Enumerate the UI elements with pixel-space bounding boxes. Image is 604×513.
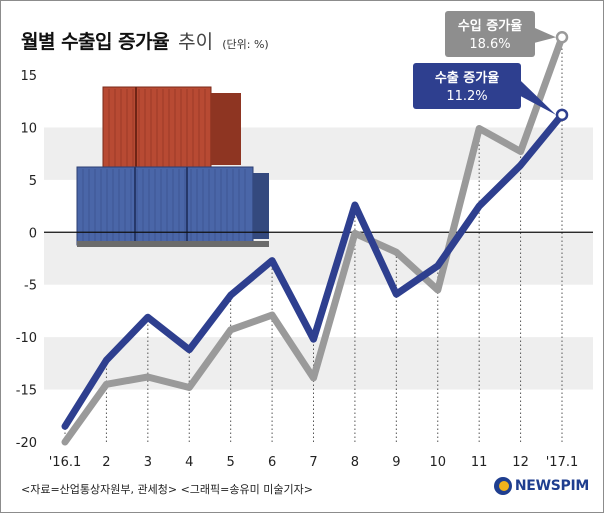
x-tick-label: 2 bbox=[102, 455, 110, 470]
end-point-export bbox=[555, 108, 569, 122]
title-sub: 추이 bbox=[178, 31, 214, 53]
title-unit: (단위: %) bbox=[222, 38, 269, 51]
y-tick-label: 10 bbox=[20, 121, 37, 136]
title-main: 월별 수출입 증가율 bbox=[21, 31, 170, 53]
x-tick-label: 11 bbox=[471, 455, 488, 470]
callout-box bbox=[445, 11, 535, 57]
brand-logo: NEWSPIM bbox=[493, 477, 589, 495]
y-tick-label: -20 bbox=[16, 436, 37, 451]
callout-value: 11.2% bbox=[446, 89, 487, 104]
x-tick-label: 4 bbox=[185, 455, 193, 470]
x-tick-label: 3 bbox=[144, 455, 152, 470]
shipping-container-illustration bbox=[76, 86, 269, 247]
callout-value: 18.6% bbox=[469, 37, 510, 52]
callout-pointer bbox=[519, 79, 556, 115]
source-note: <자료=산업통상자원부, 관세청> <그래픽=송유미 미술기자> bbox=[21, 483, 313, 496]
y-tick-label: -10 bbox=[16, 331, 37, 346]
y-tick-label: -15 bbox=[16, 384, 37, 399]
x-tick-label: 9 bbox=[392, 455, 400, 470]
newspim-logo-icon bbox=[493, 477, 512, 495]
callout-label: 수출 증가율 bbox=[435, 70, 499, 86]
x-tick-label: '16.1 bbox=[49, 455, 82, 470]
y-tick-label: -5 bbox=[24, 279, 37, 294]
y-tick-label: 15 bbox=[20, 69, 37, 84]
x-tick-label: '17.1 bbox=[546, 455, 579, 470]
x-tick-label: 6 bbox=[268, 455, 276, 470]
x-tick-label: 12 bbox=[512, 455, 529, 470]
callout-box bbox=[413, 63, 521, 109]
callout-label: 수입 증가율 bbox=[458, 18, 522, 34]
x-tick-label: 10 bbox=[429, 455, 446, 470]
callout-pointer bbox=[533, 27, 556, 44]
y-tick-label: 0 bbox=[29, 226, 37, 241]
x-tick-label: 7 bbox=[309, 455, 317, 470]
series-line-export bbox=[61, 111, 566, 430]
x-tick-label: 8 bbox=[351, 455, 359, 470]
end-point-import bbox=[555, 31, 569, 44]
x-tick-label: 5 bbox=[227, 455, 235, 470]
chart-title: 월별 수출입 증가율 추이 (단위: %) bbox=[21, 27, 269, 54]
y-tick-label: 5 bbox=[29, 174, 37, 189]
brand-name: NEWSPIM bbox=[514, 478, 589, 494]
series-line-import bbox=[61, 33, 566, 446]
